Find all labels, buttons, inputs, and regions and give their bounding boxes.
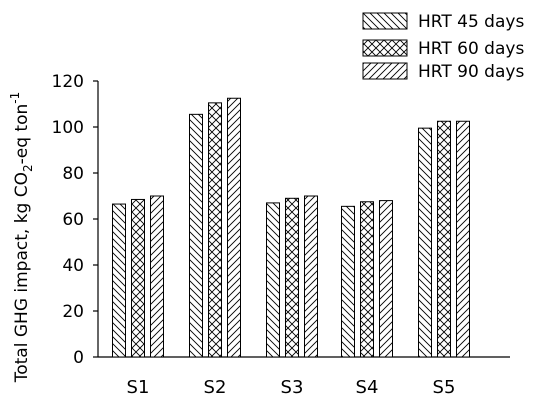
y-tick-label: 100 [52,118,84,138]
y-tick-label: 80 [62,164,84,184]
bars [112,97,470,358]
y-axis-label-subscript: 2 [21,164,35,172]
legend-label: HRT 45 days [418,12,524,32]
legend-swatch [362,62,408,80]
x-category-label: S5 [433,377,456,398]
x-category-label: S2 [204,377,227,398]
y-axis: 0 20 40 60 80 100 120 [52,72,99,368]
x-category-label: S4 [356,377,379,398]
bar-s5-series-3 [456,120,470,358]
legend-label: HRT 60 days [418,39,524,59]
x-category-label: S3 [281,377,304,398]
bar-s4-series-3 [379,200,393,358]
bar-s2-series-2 [208,102,222,358]
bar-s2-series-1 [189,113,203,358]
bar-s3-series-1 [266,202,280,358]
bar-s5-series-1 [418,127,432,358]
legend-swatch [362,12,408,30]
x-category-label: S1 [127,377,150,398]
y-tick-label: 20 [62,302,84,322]
bar-s3-series-3 [304,195,318,358]
bar-s5-series-2 [437,120,451,358]
y-axis-label: Total GHG impact, kg CO2-eq ton-1 [8,92,35,384]
legend-swatch [362,39,408,57]
bar-s1-series-3 [150,195,164,358]
bar-s2-series-3 [227,97,241,358]
bar-s4-series-2 [360,201,374,358]
legend-label: HRT 90 days [418,62,524,82]
y-tick-label: 120 [52,72,84,92]
category-labels: S1 S2 S3 S4 S5 [127,377,456,398]
bar-s3-series-2 [285,197,299,358]
bar-s1-series-1 [112,203,126,358]
bar-s1-series-2 [131,198,145,358]
legend: HRT 45 days HRT 60 days HRT 90 days [362,12,524,82]
bar-s4-series-1 [341,205,355,358]
y-tick-label: 40 [62,256,84,276]
y-tick-label: 0 [73,348,84,368]
y-axis-label-superscript: -1 [8,92,22,104]
y-tick-label: 60 [62,210,84,230]
